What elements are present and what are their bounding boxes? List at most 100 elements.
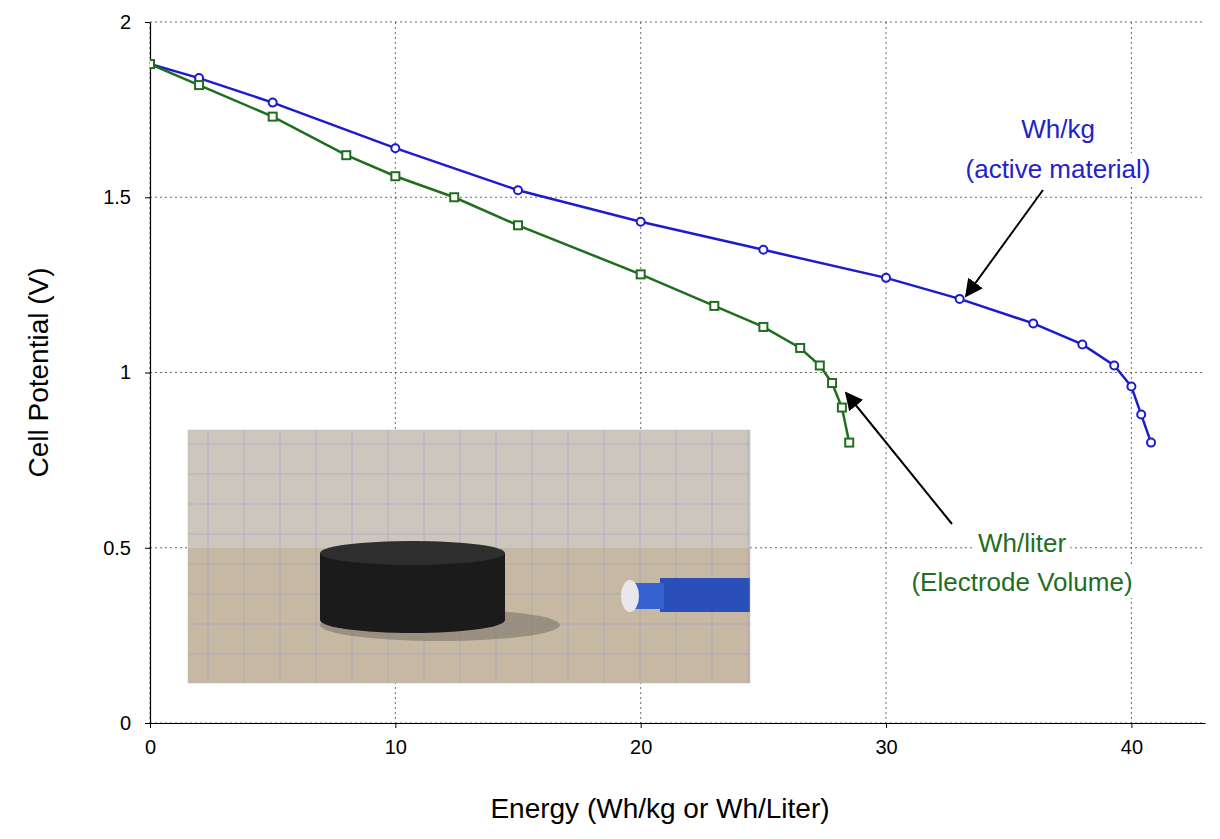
annotation-patch: [974, 527, 1070, 559]
x-tick-label: 40: [1121, 736, 1143, 758]
photo-grid: [188, 504, 750, 505]
annotation: (active material): [966, 154, 1151, 184]
photo-background: [188, 430, 750, 683]
x-tick: 30: [875, 723, 897, 758]
data-point: [816, 361, 824, 369]
data-point: [150, 60, 154, 68]
grid-line-y: [150, 22, 1205, 23]
grid-line-y: [150, 723, 1205, 724]
y-tick-label: 0.5: [103, 537, 131, 559]
puck-bottom: [320, 607, 505, 633]
series-line: [150, 64, 849, 443]
data-point: [882, 274, 890, 282]
data-point: [1029, 319, 1037, 327]
data-point: [342, 151, 350, 159]
photo-grid: [712, 430, 713, 683]
y-tick: 2: [120, 11, 150, 33]
inset-photo: [188, 430, 750, 683]
photo-grid: [316, 430, 317, 683]
data-point: [195, 81, 203, 89]
annotation-patch: [907, 566, 1136, 598]
y-tick-mark: [145, 22, 150, 23]
y-tick: 1.5: [103, 186, 150, 208]
annotation: Wh/kg: [1021, 114, 1095, 144]
data-point: [637, 270, 645, 278]
photo-grid: [244, 430, 245, 683]
data-point: [514, 221, 522, 229]
data-point: [1110, 361, 1118, 369]
x-axis-line: [151, 723, 1206, 724]
data-point: [828, 379, 836, 387]
data-point: [1127, 383, 1135, 391]
data-point: [1137, 411, 1145, 419]
photo-frame: [188, 430, 750, 683]
data-point: [838, 404, 846, 412]
x-axis-title: Energy (Wh/kg or Wh/Liter): [490, 793, 829, 824]
data-point: [269, 99, 277, 107]
x-tick: 40: [1121, 723, 1143, 758]
series-line: [150, 64, 1151, 443]
annotation-patch: [1017, 113, 1099, 145]
y-tick-label: 1.5: [103, 186, 131, 208]
photo-grid: [640, 430, 641, 683]
photo-grid: [188, 444, 750, 445]
data-point: [514, 186, 522, 194]
photo-grid: [568, 430, 569, 683]
x-tick: 0: [145, 723, 156, 758]
x-tick-label: 30: [875, 736, 897, 758]
annotations: Wh/kg (active material) Wh/liter (Electrode…: [846, 113, 1154, 598]
annotation: Wh/liter: [978, 528, 1066, 558]
data-point: [759, 246, 767, 254]
photo-grid: [188, 474, 750, 475]
x-tick-mark: [641, 723, 642, 728]
y-axis-line: [150, 23, 151, 724]
y-tick-mark: [145, 723, 150, 724]
annotation-arrow: [846, 393, 952, 524]
chart-svg: 01020304000.511.52Energy (Wh/kg or Wh/Li…: [0, 0, 1220, 839]
photo-grid: [188, 534, 750, 535]
y-axis-title: Cell Potential (V): [23, 267, 54, 477]
y-tick-label: 0: [120, 712, 131, 734]
x-tick: 10: [385, 723, 407, 758]
data-point: [150, 60, 154, 68]
photo-grid: [280, 430, 281, 683]
photo-grid: [532, 430, 533, 683]
marker-body: [660, 578, 750, 612]
data-point: [391, 172, 399, 180]
y-tick-label: 1: [120, 361, 131, 383]
data-point: [759, 323, 767, 331]
y-tick-label: 2: [120, 11, 131, 33]
x-tick-label: 10: [385, 736, 407, 758]
y-tick: 0.5: [103, 537, 150, 559]
grid-line-y: [150, 372, 1205, 373]
photo-floor: [188, 548, 750, 683]
data-point: [845, 439, 853, 447]
plot-area: [150, 60, 1155, 447]
grid: [150, 22, 1205, 723]
photo-grid: [748, 430, 749, 683]
data-point: [796, 344, 804, 352]
y-tick-mark: [145, 197, 150, 198]
series-0: [150, 60, 1155, 447]
annotation: (Electrode Volume): [911, 567, 1132, 597]
photo-grid: [188, 654, 750, 655]
data-point: [1147, 439, 1155, 447]
data-point: [956, 295, 964, 303]
marker-tip: [621, 580, 639, 612]
x-tick-mark: [1131, 723, 1132, 728]
data-point: [450, 193, 458, 201]
data-point: [1078, 340, 1086, 348]
x-tick-mark: [886, 723, 887, 728]
y-tick-mark: [145, 373, 150, 374]
y-tick: 0: [120, 712, 150, 734]
data-point: [269, 113, 277, 121]
data-point: [710, 302, 718, 310]
puck-top: [320, 541, 505, 565]
x-axis: 010203040: [145, 723, 1206, 758]
photo-grid: [208, 430, 209, 683]
x-tick-label: 0: [145, 736, 156, 758]
y-tick-mark: [145, 548, 150, 549]
series-1: [150, 60, 853, 447]
grid-line-y: [150, 197, 1205, 198]
y-axis: 0 0.5 1 1.5 2: [103, 11, 150, 734]
